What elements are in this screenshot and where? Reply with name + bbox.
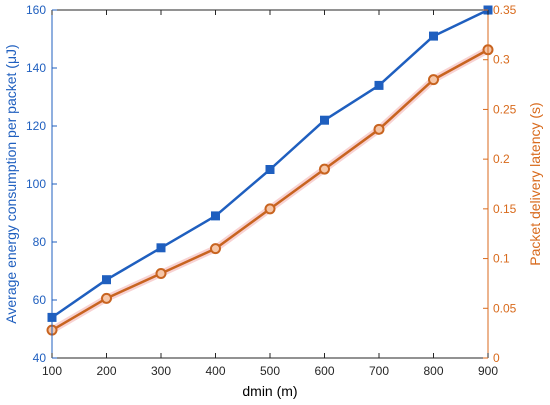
data-point-square [429,31,438,41]
series-latency [46,44,494,336]
x-tick-label: 500 [260,364,280,378]
x-tick-label: 900 [478,364,498,378]
left-tick-label: 80 [33,235,47,249]
plot-area [52,10,488,358]
data-point-circle [155,267,167,279]
axes-layer: 100 200 300 400 500 600 700 800 900 40 60 80 100 120 1… [26,3,517,378]
x-tick-label: 200 [96,364,116,378]
data-point-circle [210,243,221,255]
data-point-circle [373,123,385,135]
x-tick-label: 800 [423,364,443,378]
data-point-circle [428,74,439,86]
x-tick-label: 700 [369,364,389,378]
x-tick-label: 300 [151,364,171,378]
right-axis-title: Packet delivery latency (s) [527,102,543,265]
right-tick-label: 0.15 [493,202,517,216]
data-point-circle [319,163,330,175]
x-tick-label: 100 [42,364,62,378]
data-point-circle [101,292,112,304]
right-tick-label: 0.25 [493,102,517,116]
data-point-square [102,275,111,285]
right-tick-label: 0 [493,351,500,365]
x-tick-label: 600 [314,364,334,378]
right-tick-label: 0.35 [493,3,517,17]
right-tick-label: 0.2 [493,152,510,166]
right-tick-label: 0.3 [493,53,510,67]
text-layer: dmin (m) Average energy consumption per … [3,44,543,399]
left-tick-label: 120 [26,119,46,133]
data-point-square [211,211,220,221]
data-point-square [265,165,275,174]
left-tick-label: 40 [33,351,47,365]
left-tick-label: 60 [33,293,47,307]
right-tick-label: 0.1 [493,252,510,266]
series-layer [46,5,494,336]
x-axis-title: dmin (m) [242,383,297,399]
left-tick-label: 100 [26,177,46,191]
right-tick-label: 0.05 [493,301,517,315]
data-point-square [156,243,166,253]
data-point-square [320,115,329,125]
left-tick-label: 140 [26,61,46,75]
left-axis-title: Average energy consumption per packet (μ… [3,44,19,323]
data-point-circle [264,203,276,215]
x-tick-label: 400 [205,364,225,378]
left-tick-label: 160 [26,3,46,17]
data-point-square [374,80,384,90]
